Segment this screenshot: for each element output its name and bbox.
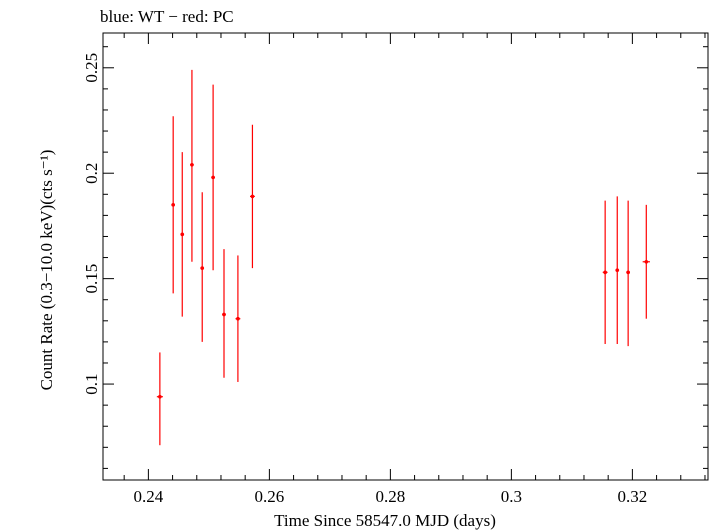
x-tick-label: 0.3 [501,487,522,506]
x-axis-ticks: 0.24 0.26 0.28 0.3 0.32 [123,33,706,506]
x-tick-label: 0.32 [618,487,648,506]
data-point [250,124,255,269]
point-marker [644,259,649,264]
point-marker [200,266,205,270]
point-marker [626,270,630,275]
point-marker [250,194,255,199]
point-marker [190,162,194,167]
data-point [180,152,185,317]
chart-title: blue: WT − red: PC [100,7,234,26]
y-axis-label: Count Rate (0.3−10.0 keV)(cts s⁻¹) [37,150,56,391]
data-point [615,196,620,345]
point-marker [236,316,240,321]
point-marker [180,232,185,237]
data-point [200,192,205,342]
data-point [626,200,630,347]
data-point [602,200,608,345]
y-tick-label: 0.25 [82,53,101,83]
data-point [190,69,194,262]
y-axis-ticks: 0.1 0.15 0.2 0.25 [82,46,708,469]
point-marker [211,175,215,180]
data-point [171,116,175,294]
point-marker [222,312,226,317]
point-marker [158,394,162,399]
x-tick-label: 0.28 [376,487,406,506]
plot-frame [102,32,709,481]
data-point [642,204,650,319]
point-marker [171,203,175,207]
data-point [222,249,226,378]
data-point [211,84,215,271]
x-axis-label: Time Since 58547.0 MJD (days) [274,511,496,530]
x-tick-label: 0.24 [134,487,164,506]
data-point [156,352,163,446]
point-marker [603,270,607,275]
y-tick-label: 0.1 [82,373,101,394]
x-tick-label: 0.26 [255,487,285,506]
data-points [156,69,650,446]
point-marker [615,268,620,273]
y-tick-label: 0.2 [82,163,101,184]
data-point [235,255,241,382]
y-tick-label: 0.15 [82,264,101,294]
